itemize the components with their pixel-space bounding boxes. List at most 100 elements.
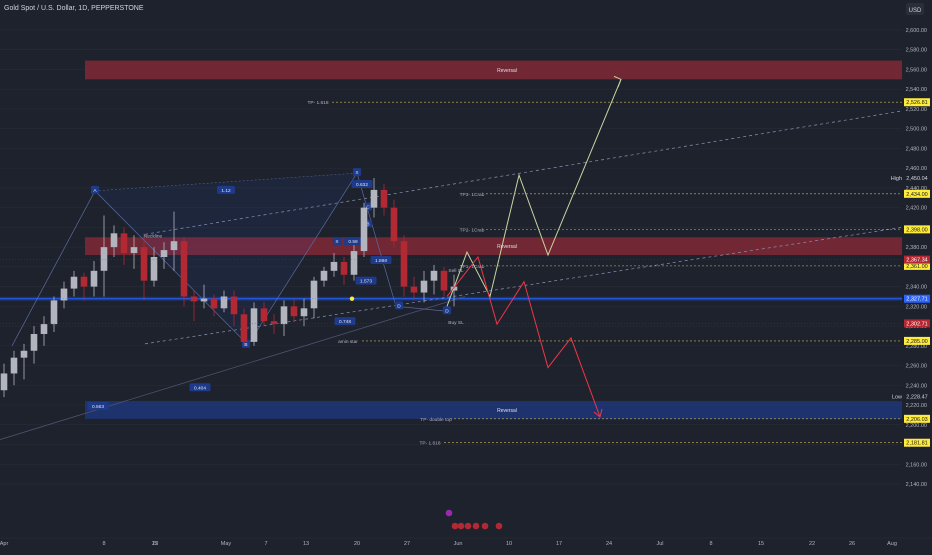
pattern-point-label: 0.563 — [92, 404, 104, 410]
candle-body[interactable] — [191, 296, 198, 301]
price-tag-label: 2,398.00 — [906, 227, 927, 233]
y-tick-label: 2,500.00 — [906, 127, 927, 133]
price-tag-label: 2,181.81 — [906, 441, 927, 447]
candle-body[interactable] — [441, 271, 448, 291]
x-tick-label: 10 — [506, 541, 512, 547]
y-tick-label: 2,220.00 — [906, 403, 927, 409]
x-tick-label: 22 — [152, 541, 158, 547]
price-tag-label: 2,302.71 — [906, 321, 927, 327]
currency-label: USD — [909, 8, 922, 14]
pattern-point-label: D — [445, 308, 449, 314]
candle-body[interactable] — [101, 247, 108, 271]
candle-body[interactable] — [311, 281, 318, 309]
target-level-label: TP2- 1Crab — [460, 227, 485, 233]
candle-body[interactable] — [241, 314, 248, 342]
candle-body[interactable] — [331, 262, 338, 271]
candle-body[interactable] — [131, 247, 138, 253]
candle-body[interactable] — [251, 308, 258, 342]
candle-body[interactable] — [41, 324, 48, 334]
candle-body[interactable] — [321, 271, 328, 281]
pattern-point-label: 0.59 — [348, 239, 358, 245]
event-marker[interactable] — [446, 510, 453, 517]
candle-body[interactable] — [111, 233, 118, 247]
candle-body[interactable] — [291, 306, 298, 316]
candle-body[interactable] — [181, 241, 188, 296]
candle-body[interactable] — [71, 277, 78, 289]
candle-body[interactable] — [1, 373, 8, 390]
pattern-point-label: 1.573 — [360, 279, 372, 285]
candle-body[interactable] — [51, 300, 58, 324]
candle-body[interactable] — [231, 296, 238, 314]
x-tick-label: 17 — [556, 541, 562, 547]
x-tick-label: Jun — [454, 541, 463, 547]
x-tick-label: 27 — [404, 541, 410, 547]
y-tick-label: 2,320.00 — [906, 304, 927, 310]
event-marker[interactable] — [473, 523, 480, 530]
price-tag-label: 2,361.00 — [906, 264, 927, 270]
pattern-point-label: B — [244, 342, 247, 348]
candle-body[interactable] — [271, 321, 278, 324]
y-tick-label: 2,540.00 — [906, 87, 927, 93]
annotation-label: Buy SL — [448, 320, 464, 326]
zone-label: Reversal — [497, 244, 517, 250]
candle-body[interactable] — [11, 358, 18, 374]
symbol-title: Gold Spot / U.S. Dollar, 1D, PEPPERSTONE — [4, 5, 144, 12]
stat-value: 2,228.47 — [906, 395, 927, 401]
event-marker[interactable] — [465, 523, 472, 530]
candle-body[interactable] — [221, 296, 228, 308]
target-level-label: TP- 1.618 — [307, 100, 328, 106]
candle-body[interactable] — [421, 281, 428, 293]
candle-body[interactable] — [121, 233, 128, 253]
x-tick-label: 22 — [809, 541, 815, 547]
candle-body[interactable] — [341, 262, 348, 275]
price-tag-label: 2,434.00 — [906, 192, 927, 198]
x-tick-label: 7 — [264, 541, 267, 547]
event-marker[interactable] — [496, 523, 503, 530]
price-tag-label: 2,367.34 — [906, 258, 927, 264]
candle-body[interactable] — [91, 271, 98, 287]
pattern-point-label: D — [397, 303, 401, 309]
candle-body[interactable] — [301, 308, 308, 316]
candle-body[interactable] — [351, 251, 358, 275]
reversal-zone — [85, 61, 902, 80]
candle-body[interactable] — [141, 247, 148, 281]
y-tick-label: 2,580.00 — [906, 48, 927, 54]
candle-body[interactable] — [21, 351, 28, 358]
pattern-point-label: 0.632 — [356, 182, 368, 188]
event-marker[interactable] — [482, 523, 489, 530]
stat-name: High — [891, 176, 902, 182]
price-tag-label: 2,206.03 — [906, 417, 927, 423]
y-tick-label: 2,600.00 — [906, 28, 927, 34]
candle-body[interactable] — [361, 208, 368, 251]
candle-body[interactable] — [281, 306, 288, 324]
y-tick-label: 2,140.00 — [906, 482, 927, 488]
zone-label: Reversal — [497, 408, 517, 414]
candle-body[interactable] — [31, 334, 38, 351]
price-tag-label: 2,327.71 — [906, 297, 927, 303]
x-tick-label: 24 — [606, 541, 612, 547]
event-marker[interactable] — [458, 523, 465, 530]
pivot-dot — [350, 297, 354, 301]
candle-body[interactable] — [171, 241, 178, 250]
candle-body[interactable] — [431, 271, 438, 281]
candle-body[interactable] — [151, 257, 158, 281]
candle-body[interactable] — [261, 308, 268, 321]
candle-body[interactable] — [391, 208, 398, 242]
candle-body[interactable] — [161, 250, 168, 257]
candle-body[interactable] — [401, 241, 408, 286]
candle-body[interactable] — [381, 190, 388, 208]
target-level-label: amin star — [338, 339, 358, 345]
x-tick-label: 8 — [102, 541, 105, 547]
event-marker[interactable] — [452, 523, 459, 530]
target-level-label: TP- 1.618 — [419, 441, 440, 447]
candle-body[interactable] — [81, 277, 88, 287]
x-tick-label: 20 — [354, 541, 360, 547]
y-tick-label: 2,420.00 — [906, 206, 927, 212]
candle-body[interactable] — [211, 298, 218, 308]
x-tick-label: 13 — [303, 541, 309, 547]
annotation-label: Neckline — [144, 233, 163, 239]
candle-body[interactable] — [411, 287, 418, 293]
candle-body[interactable] — [371, 190, 378, 208]
